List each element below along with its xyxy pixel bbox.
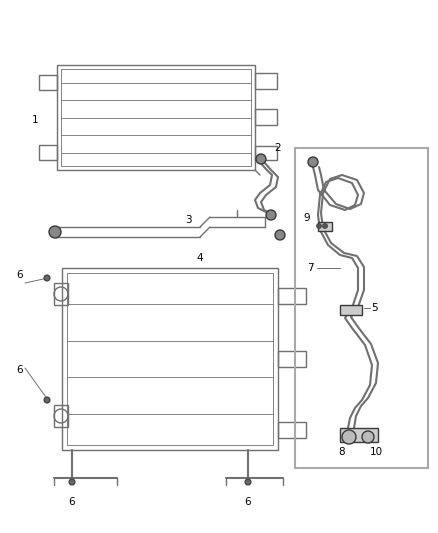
Circle shape — [44, 275, 50, 281]
Bar — [340, 428, 378, 442]
Bar — [278, 351, 306, 367]
Text: 8: 8 — [339, 447, 345, 457]
Circle shape — [256, 154, 266, 164]
Text: 9: 9 — [304, 213, 310, 223]
Circle shape — [44, 397, 50, 403]
Text: 6: 6 — [17, 365, 23, 375]
Bar — [54, 283, 68, 305]
Text: 6: 6 — [69, 497, 75, 507]
Text: 7: 7 — [307, 263, 313, 273]
Text: 3: 3 — [185, 215, 191, 225]
Bar — [61, 69, 251, 166]
Circle shape — [275, 230, 285, 240]
Circle shape — [266, 210, 276, 220]
Bar — [39, 75, 57, 90]
Bar — [255, 73, 277, 89]
Text: 5: 5 — [372, 303, 378, 313]
Bar — [318, 222, 332, 231]
Circle shape — [245, 479, 251, 485]
Bar — [255, 146, 277, 160]
Text: 1: 1 — [32, 115, 38, 125]
Circle shape — [308, 157, 318, 167]
Circle shape — [322, 223, 328, 229]
Bar — [255, 109, 277, 125]
Text: 6: 6 — [245, 497, 251, 507]
Bar — [62, 268, 278, 450]
Bar — [54, 405, 68, 427]
Circle shape — [317, 223, 321, 229]
Circle shape — [362, 431, 374, 443]
Circle shape — [69, 479, 75, 485]
Text: 6: 6 — [17, 270, 23, 280]
Bar — [39, 145, 57, 160]
Text: 2: 2 — [275, 143, 281, 153]
Circle shape — [49, 226, 61, 238]
Bar — [57, 65, 255, 170]
Bar — [67, 273, 273, 445]
Circle shape — [342, 430, 356, 444]
Text: 4: 4 — [197, 253, 203, 263]
Bar — [278, 288, 306, 304]
Text: 10: 10 — [369, 447, 382, 457]
Bar — [295, 148, 428, 468]
Bar — [340, 305, 362, 315]
Bar — [278, 422, 306, 438]
